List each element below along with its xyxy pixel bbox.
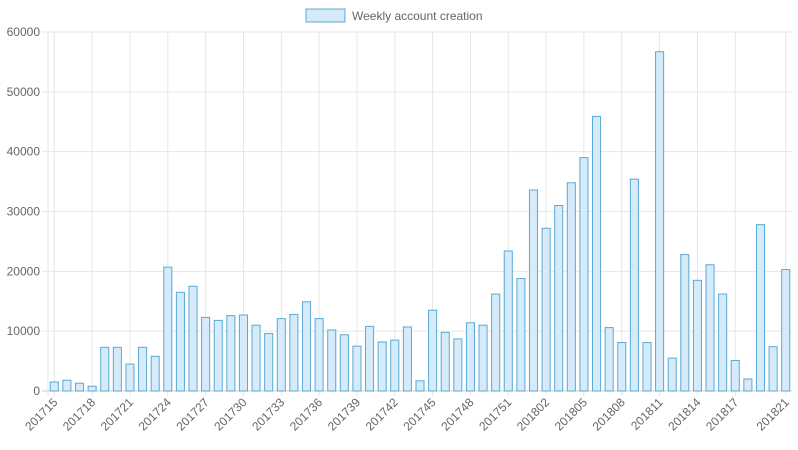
bar-201736[interactable] [314,318,324,392]
bar-201729[interactable] [226,315,236,392]
bar-201817[interactable] [730,359,740,392]
bar-201738[interactable] [339,334,349,392]
x-tick-label: 201745 [401,395,439,433]
y-tick-label: 0 [33,384,40,398]
y-tick-label: 50000 [7,85,41,99]
x-tick-label: 201811 [628,395,666,433]
bar-201715[interactable] [49,381,59,392]
bar-201810[interactable] [642,342,652,392]
x-tick-label: 201739 [325,395,363,433]
bar-201732[interactable] [264,333,274,392]
grid-lines [42,31,792,396]
bar-201806[interactable] [592,115,602,392]
y-tick-label: 10000 [7,324,41,338]
bar-201815[interactable] [705,264,715,392]
bar-201739[interactable] [352,345,362,392]
bar-201821[interactable] [781,269,791,392]
x-tick-label: 201802 [514,395,552,433]
x-tick-label: 201805 [552,395,590,433]
bar-201717[interactable] [74,382,85,392]
bar-201751[interactable] [503,250,513,392]
bar-201808[interactable] [617,342,627,392]
y-tick-label: 20000 [7,264,41,278]
bar-201812[interactable] [667,357,677,392]
bar-201816[interactable] [718,293,728,392]
x-tick-label: 201721 [98,395,136,433]
x-tick-label: 201736 [287,395,325,433]
bar-201730[interactable] [238,314,248,392]
x-tick-label: 201817 [703,395,741,433]
bars [49,51,791,392]
x-tick-label: 201742 [363,395,401,433]
bar-201743[interactable] [402,326,412,392]
x-tick-label: 201727 [174,395,212,433]
x-tick-label: 201715 [22,395,60,433]
bar-201725[interactable] [175,291,185,392]
x-tick-label: 201724 [136,395,174,433]
legend-swatch [305,8,346,23]
bar-201719[interactable] [100,346,110,392]
bar-201807[interactable] [604,327,614,392]
bar-201818[interactable] [743,378,753,392]
bar-201749[interactable] [478,324,488,392]
bar-201734[interactable] [289,313,299,392]
bar-201727[interactable] [201,316,211,392]
bar-201721[interactable] [125,363,135,392]
x-tick-label: 201748 [438,395,476,433]
bar-201720[interactable] [112,346,122,392]
bar-201741[interactable] [377,341,387,392]
bar-201737[interactable] [327,329,337,392]
y-tick-label: 30000 [7,205,41,219]
x-axis: 201715 201718 201721 201724 201727 201730 2017… [22,395,792,433]
bar-201750[interactable] [491,293,501,392]
bar-201809[interactable] [629,178,639,392]
x-tick-label: 201751 [476,395,514,433]
bar-201803[interactable] [554,205,564,392]
bar-201722[interactable] [138,346,148,392]
bar-201718[interactable] [87,385,97,392]
bar-201735[interactable] [301,301,312,392]
bar-201744[interactable] [415,380,425,392]
bar-201746[interactable] [440,331,450,392]
bar-201740[interactable] [365,325,375,392]
bar-201723[interactable] [150,355,160,392]
bar-201801[interactable] [528,189,539,392]
bar-201814[interactable] [692,279,702,392]
x-tick-label: 201733 [249,395,287,433]
legend[interactable]: Weekly account creation [305,8,483,23]
bar-201724[interactable] [163,266,173,392]
bar-201813[interactable] [680,254,690,392]
y-tick-label: 40000 [7,145,41,159]
bar-201728[interactable] [213,319,223,392]
x-tick-label: 201821 [754,395,792,433]
x-tick-label: 201808 [590,395,628,433]
y-axis: 0 10000 20000 30000 40000 50000 60000 [7,25,41,398]
bar-201752[interactable] [516,278,526,392]
bar-201748[interactable] [465,322,475,392]
bar-201733[interactable] [276,318,286,392]
bar-201745[interactable] [428,309,438,392]
bar-201819[interactable] [755,224,766,392]
bar-201805[interactable] [579,157,589,392]
bar-201726[interactable] [188,285,198,392]
x-tick-label: 201730 [211,395,249,433]
x-tick-label: 201814 [665,395,703,433]
bar-201716[interactable] [62,379,72,392]
bar-201742[interactable] [390,339,400,392]
bar-201802[interactable] [541,227,551,392]
y-tick-label: 60000 [7,25,41,39]
bar-201820[interactable] [768,346,778,392]
bar-201747[interactable] [453,338,463,392]
bar-201804[interactable] [566,182,576,392]
bar-201811[interactable] [655,51,665,392]
x-tick-label: 201718 [60,395,98,433]
bar-201731[interactable] [251,324,261,392]
legend-label: Weekly account creation [352,9,483,23]
